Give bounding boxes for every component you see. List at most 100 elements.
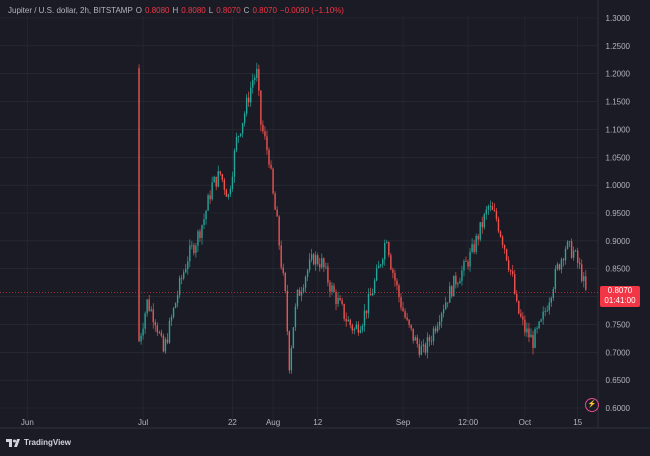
candle-down <box>398 285 400 298</box>
tradingview-name: TradingView <box>24 438 71 447</box>
candle-up <box>207 195 209 211</box>
x-tick-label: 12 <box>313 418 322 427</box>
candle-down <box>467 261 469 267</box>
candle-up <box>302 287 305 292</box>
candle-down <box>558 264 561 270</box>
candle-up <box>566 241 569 249</box>
candle-up <box>310 254 313 260</box>
candle-up <box>544 310 546 312</box>
candle-down <box>276 209 278 217</box>
candle-down <box>162 335 165 352</box>
candle-up <box>174 302 177 308</box>
candle-up <box>572 250 575 258</box>
high-value: 0.8080 <box>181 6 206 15</box>
candle-down <box>491 206 494 210</box>
x-tick-label: Aug <box>266 418 280 427</box>
candle-down <box>493 209 496 211</box>
candle-up <box>347 319 349 322</box>
candle-down <box>166 339 169 343</box>
y-tick-label: 1.0500 <box>606 153 631 162</box>
candle-up <box>438 321 441 326</box>
candle-up <box>294 306 297 328</box>
candle-up <box>463 261 465 271</box>
candle-up <box>292 327 295 349</box>
candle-down <box>495 210 498 220</box>
candle-up <box>140 335 142 342</box>
low-label: L <box>208 6 214 15</box>
candle-up <box>245 97 248 114</box>
candle-down <box>562 259 565 261</box>
candle-up <box>237 135 240 137</box>
candle-down <box>507 260 510 270</box>
x-tick-label: Jun <box>21 418 34 427</box>
candle-down <box>333 285 335 292</box>
candle-up <box>290 348 293 371</box>
candle-up <box>469 251 471 267</box>
candle-up <box>442 309 445 314</box>
candle-down <box>156 325 159 333</box>
candle-up <box>382 259 384 265</box>
candle-down <box>404 311 406 318</box>
tradingview-logo-icon <box>6 438 20 447</box>
candle-down <box>272 168 274 194</box>
candle-up <box>430 341 433 342</box>
high-label: H <box>172 6 179 15</box>
candle-up <box>550 297 552 303</box>
candle-down <box>579 262 581 265</box>
candle-down <box>581 264 583 282</box>
candle-up <box>168 320 171 343</box>
candle-up <box>380 264 382 266</box>
candle-up <box>459 281 461 284</box>
candle-down <box>477 235 479 240</box>
candle-down <box>148 299 150 311</box>
candle-down <box>514 274 516 294</box>
candle-down <box>286 291 288 332</box>
candle-down <box>349 319 351 326</box>
candle-down <box>158 332 161 334</box>
last-price-value: 0.8070 <box>607 286 633 295</box>
candle-down <box>327 266 329 283</box>
last-price-tag: 0.8070 01:41:00 <box>600 286 640 307</box>
candle-up <box>300 291 303 296</box>
candle-down <box>278 216 280 246</box>
candle-up <box>371 292 374 296</box>
candle-down <box>585 276 587 290</box>
bolt-circle-icon[interactable]: ⚡ <box>585 398 599 412</box>
candle-down <box>199 231 201 238</box>
candle-down <box>247 97 250 103</box>
candle-up <box>377 265 380 269</box>
candle-up <box>355 324 358 329</box>
candle-up <box>375 268 378 281</box>
candle-up <box>386 242 388 244</box>
candle-up <box>483 214 485 228</box>
candle-up <box>229 188 232 195</box>
candle-up <box>556 264 559 269</box>
candle-up <box>420 346 423 355</box>
candle-up <box>331 285 333 292</box>
candle-down <box>138 68 140 342</box>
candle-up <box>361 325 364 330</box>
candle-up <box>534 328 536 348</box>
candle-up <box>554 268 557 289</box>
candle-up <box>235 136 238 151</box>
candle-up <box>485 209 488 215</box>
symbol-label[interactable]: Jupiter / U.S. dollar, 2h, BITSTAMP <box>8 6 133 15</box>
candle-down <box>503 245 506 250</box>
candle-down <box>282 267 284 274</box>
candle-down <box>345 318 347 322</box>
candle-up <box>449 286 451 303</box>
candle-up <box>457 283 459 285</box>
candle-down <box>509 269 512 272</box>
candle-up <box>542 311 544 320</box>
candle-down <box>160 332 163 336</box>
candle-up <box>170 317 173 321</box>
candle-up <box>487 206 490 210</box>
tradingview-logo[interactable]: TradingView <box>6 438 71 447</box>
candle-down <box>532 334 534 348</box>
candle-down <box>280 245 282 268</box>
candle-down <box>400 297 402 308</box>
candle-down <box>343 304 345 319</box>
